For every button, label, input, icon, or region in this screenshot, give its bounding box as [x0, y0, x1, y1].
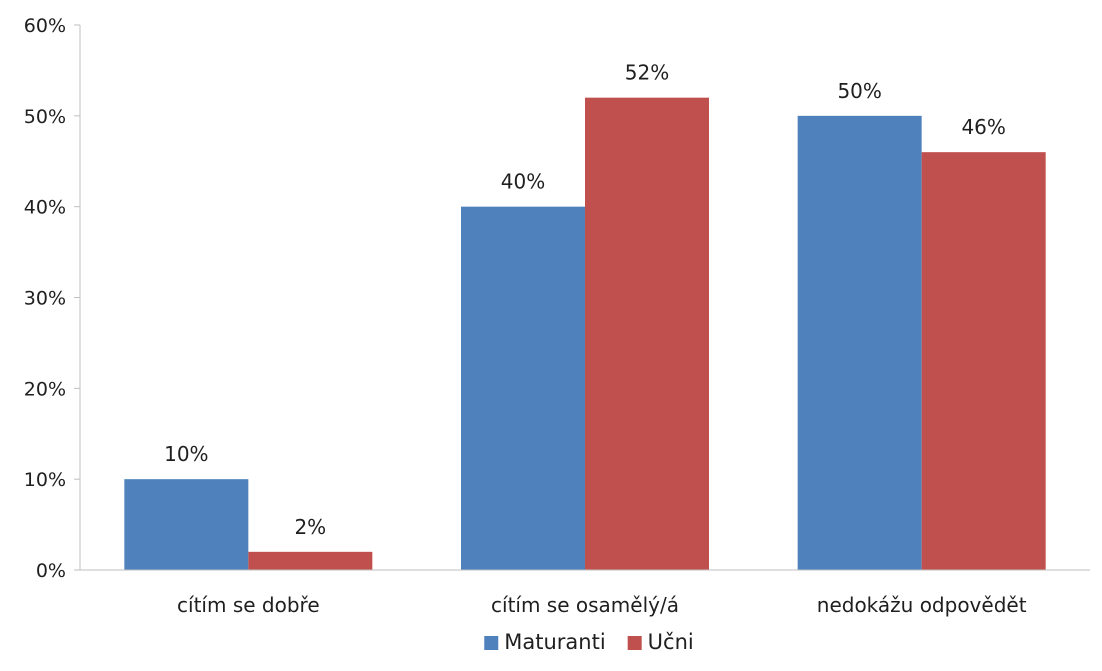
data-label: 50%	[837, 79, 881, 103]
y-tick-label: 0%	[36, 560, 66, 582]
legend-item: Učni	[627, 630, 694, 654]
legend-label: Učni	[648, 630, 694, 654]
x-category-label: nedokážu odpovědět	[817, 593, 1027, 617]
bars	[124, 97, 1046, 571]
y-tick-label: 20%	[24, 378, 66, 400]
y-axis: 0% 10% 20% 30% 40% 50% 60%	[24, 15, 81, 582]
legend-item: Maturanti	[484, 630, 606, 654]
bar-ucni	[585, 97, 709, 571]
data-labels: 10% 2% 40% 52% 50% 46%	[164, 61, 1006, 539]
data-label: 10%	[164, 442, 208, 466]
data-label: 40%	[501, 170, 545, 194]
y-tick-label: 30%	[24, 288, 66, 310]
y-tick-label: 40%	[24, 197, 66, 219]
x-axis: cítím se dobře cítím se osamělý/á nedokážu…	[80, 569, 1090, 617]
legend-swatch	[627, 636, 642, 650]
legend-label: Maturanti	[504, 630, 605, 654]
legend: Maturanti Učni	[484, 630, 694, 654]
y-tick-label: 60%	[24, 15, 66, 37]
y-tick-label: 10%	[24, 469, 66, 491]
bar-maturanti	[461, 206, 585, 570]
data-label: 52%	[625, 61, 669, 85]
bar-ucni	[921, 152, 1046, 570]
bar-maturanti	[124, 479, 249, 570]
data-label: 46%	[961, 115, 1005, 139]
legend-swatch	[484, 636, 499, 650]
y-tick-label: 50%	[24, 106, 66, 128]
bar-maturanti	[797, 115, 922, 570]
x-category-label: cítím se dobře	[177, 593, 320, 617]
data-label: 2%	[294, 515, 326, 539]
bar-ucni	[248, 551, 373, 570]
x-category-label: cítím se osamělý/á	[491, 593, 679, 617]
